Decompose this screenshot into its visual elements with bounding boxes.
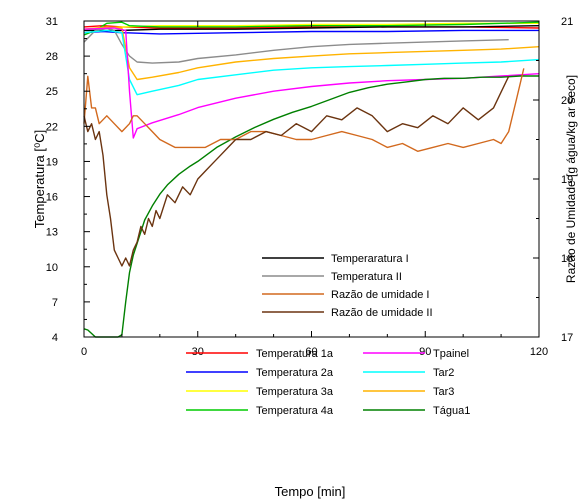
x-tick-label: 0	[81, 346, 87, 358]
series-line-temperatura-ii	[83, 27, 509, 64]
x-tick-label: 120	[530, 346, 548, 358]
y-left-tick-label: 19	[46, 156, 58, 168]
y-right-tick-label: 20	[561, 95, 573, 107]
y-right-tick-label: 18	[561, 253, 573, 265]
y-left-tick-label: 28	[46, 51, 58, 63]
x-tick-label: 60	[305, 346, 317, 358]
legend-label-razao-de-umidade-i: Razão de umidade I	[331, 289, 429, 301]
series-line-razao-de-umidade-i	[83, 68, 525, 153]
legend-label-tar2: Tar2	[433, 367, 454, 379]
legend-label-temperatura-2a: Temperatura 2a	[256, 367, 334, 379]
legend-label-tar3: Tar3	[433, 386, 454, 398]
legend-label-tpainel: Tpainel	[433, 348, 469, 360]
series-line-tar2	[83, 29, 540, 96]
legend-lower: Temperatura 1a Temperatura 2a Temperatura …	[186, 348, 470, 417]
series-line-temperatura-2a	[83, 29, 539, 35]
y-left-tick-label: 7	[52, 297, 58, 309]
y-left-tick-label: 22	[46, 121, 58, 133]
y-left-tick-label: 4	[52, 332, 58, 344]
x-axis-label: Tempo [min]	[275, 484, 346, 499]
y-left-tick-label: 16	[46, 192, 58, 204]
y-left-tick-label: 10	[46, 262, 58, 274]
y-left-tick-label: 13	[46, 227, 58, 239]
legend-label-razao-de-umidade-ii: Razão de umidade II	[331, 307, 433, 319]
series-line-temperaratura-i	[84, 25, 540, 32]
axis-ticks: 0 30 60 90 120 4 7 10 13 16 19 22 25 28 31 17 18 19 20 21	[46, 16, 574, 358]
legend-label-temperatura-3a: Temperatura 3a	[256, 386, 334, 398]
y-axis-right-label: Razão de Umidade [g água/kg ar seco]	[564, 75, 578, 283]
legend-label-temperatura-ii: Temperatura II	[331, 271, 402, 283]
x-tick-label: 30	[192, 346, 204, 358]
y-axis-left-label: Temperatura [⁰C]	[32, 130, 47, 228]
series-line-razao-de-umidade-ii	[83, 75, 510, 267]
legend-label-temperatura-1a: Temperatura 1a	[256, 348, 334, 360]
y-right-tick-label: 19	[561, 174, 573, 186]
y-right-tick-label: 17	[561, 332, 573, 344]
y-left-tick-label: 31	[46, 16, 58, 28]
series-line-temperatura-4a	[83, 21, 540, 36]
legend-label-temperaratura-i: Temperaratura I	[331, 253, 409, 265]
x-tick-label: 90	[419, 346, 431, 358]
legend-label-tagua1: Tágua1	[433, 405, 470, 417]
legend-upper: Temperaratura I Temperatura II Razão de um…	[262, 253, 433, 319]
legend-label-temperatura-4a: Temperatura 4a	[256, 405, 334, 417]
y-left-tick-label: 25	[46, 86, 58, 98]
series-layer	[83, 21, 540, 338]
y-right-tick-label: 21	[561, 16, 573, 28]
